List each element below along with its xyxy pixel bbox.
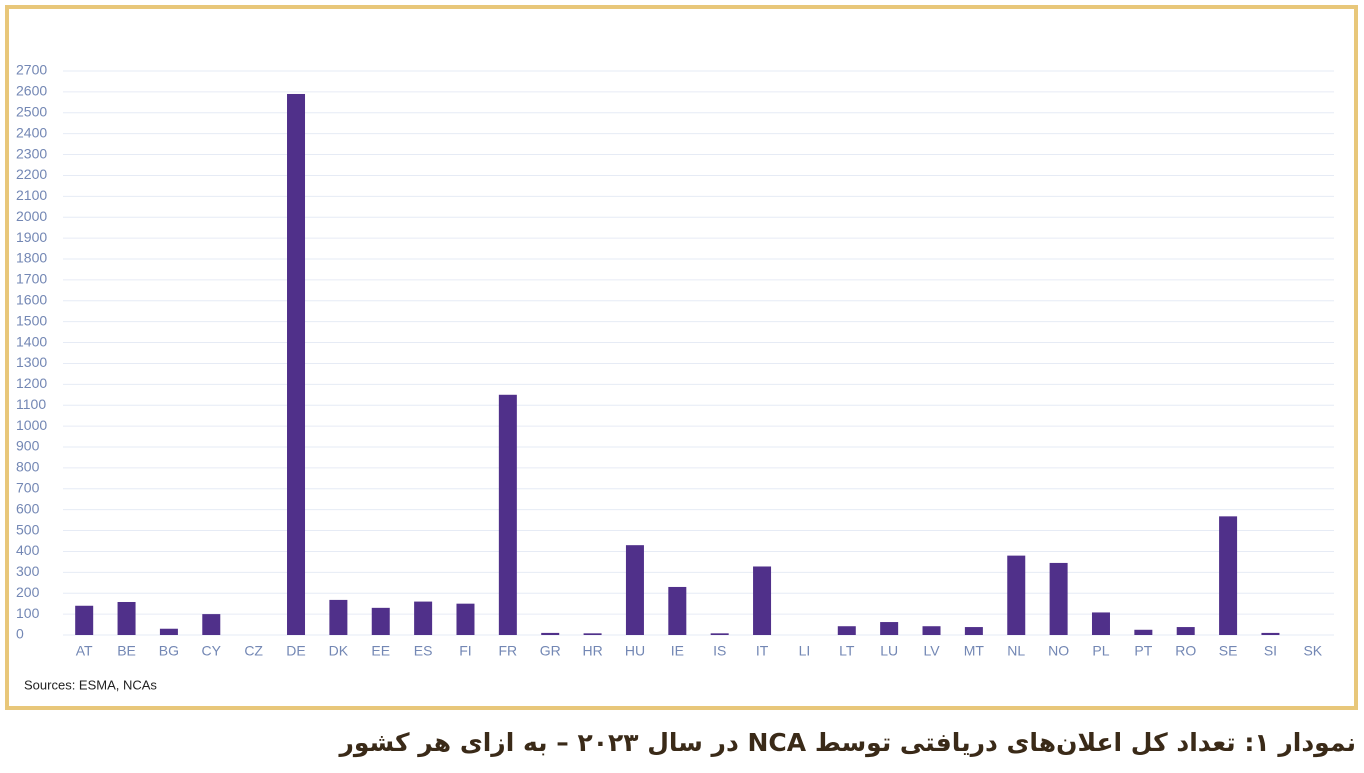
x-tick-label: DE	[286, 643, 305, 659]
y-tick-label: 1000	[16, 417, 47, 433]
bar	[456, 603, 475, 635]
y-tick-label: 300	[16, 563, 40, 579]
bar	[964, 627, 983, 635]
y-tick-label: 1900	[16, 229, 47, 245]
x-tick-label: CY	[202, 643, 222, 659]
bar	[880, 622, 899, 635]
x-tick-label: DK	[329, 643, 349, 659]
bar	[117, 601, 136, 635]
x-tick-label: PL	[1092, 643, 1109, 659]
y-tick-label: 1300	[16, 354, 47, 370]
y-tick-label: 2600	[16, 83, 47, 99]
x-tick-label: AT	[76, 643, 93, 659]
y-tick-label: 1700	[16, 271, 47, 287]
x-tick-label: ES	[414, 643, 433, 659]
bar	[287, 93, 306, 635]
bar	[922, 626, 941, 635]
bar	[668, 586, 687, 635]
x-tick-label: RO	[1175, 643, 1196, 659]
x-tick-label: SK	[1303, 643, 1322, 659]
bar	[498, 394, 517, 635]
x-tick-label: LV	[923, 643, 940, 659]
bar	[710, 633, 729, 635]
y-tick-label: 1600	[16, 291, 47, 307]
bar	[541, 632, 560, 635]
y-tick-label: 700	[16, 479, 40, 495]
y-tick-label: 0	[16, 626, 24, 642]
bar	[837, 626, 856, 635]
bar	[625, 545, 644, 635]
bar	[329, 599, 348, 635]
x-tick-label: HR	[582, 643, 602, 659]
x-tick-label: FR	[499, 643, 518, 659]
bar	[1219, 516, 1238, 635]
y-tick-label: 1500	[16, 312, 47, 328]
bar	[1176, 627, 1195, 635]
x-tick-label: EE	[371, 643, 390, 659]
x-tick-label: FI	[459, 643, 471, 659]
y-tick-label: 200	[16, 584, 40, 600]
bar	[75, 605, 94, 635]
y-tick-label: 500	[16, 521, 40, 537]
y-tick-label: 2000	[16, 208, 47, 224]
y-tick-label: 2700	[16, 62, 47, 78]
y-tick-label: 600	[16, 500, 40, 516]
x-tick-label: CZ	[244, 643, 263, 659]
caption: نمودار ۱: تعداد کل اعلان‌های دریافتی توس…	[339, 728, 1356, 757]
y-tick-label: 1200	[16, 375, 47, 391]
bar	[414, 601, 433, 635]
x-tick-label: MT	[964, 643, 985, 659]
x-tick-label: IE	[671, 643, 684, 659]
x-tick-label: SE	[1219, 643, 1238, 659]
x-tick-label: GR	[540, 643, 561, 659]
x-tick-label: IS	[713, 643, 726, 659]
y-tick-label: 1100	[16, 396, 46, 412]
y-tick-label: 900	[16, 438, 40, 454]
x-tick-label: LU	[880, 643, 898, 659]
chart: Sources: ESMA, NCAs 0 100 200 300 400 500 600 7…	[5, 5, 1358, 710]
x-tick-label: BG	[159, 643, 179, 659]
y-tick-label: 1400	[16, 333, 47, 349]
bar	[1049, 562, 1068, 635]
bar	[1134, 629, 1153, 635]
bar	[583, 633, 602, 635]
x-tick-label: LI	[799, 643, 811, 659]
bar	[1007, 555, 1026, 635]
bar	[202, 614, 221, 635]
y-tick-label: 2500	[16, 103, 47, 119]
source: Sources: ESMA, NCAs	[24, 677, 157, 692]
bar	[1261, 632, 1280, 635]
y-tick-label: 400	[16, 542, 40, 558]
x-tick-label: IT	[756, 643, 769, 659]
bar	[753, 566, 772, 635]
y-tick-label: 2100	[16, 187, 47, 203]
x-tick-label: PT	[1134, 643, 1152, 659]
bar	[159, 628, 178, 635]
x-tick-label: NL	[1007, 643, 1025, 659]
x-tick-label: SI	[1264, 643, 1277, 659]
x-tick-label: BE	[117, 643, 136, 659]
y-tick-label: 1800	[16, 250, 47, 266]
bar	[371, 607, 390, 635]
x-tick-label: HU	[625, 643, 645, 659]
y-tick-label: 800	[16, 459, 40, 475]
y-tick-label: 2200	[16, 166, 47, 182]
y-tick-label: 2400	[16, 124, 47, 140]
bar	[1091, 612, 1110, 635]
y-tick-label: 100	[16, 605, 40, 621]
y-tick-label: 2300	[16, 145, 47, 161]
x-tick-label: NO	[1048, 643, 1069, 659]
x-tick-label: LT	[839, 643, 855, 659]
